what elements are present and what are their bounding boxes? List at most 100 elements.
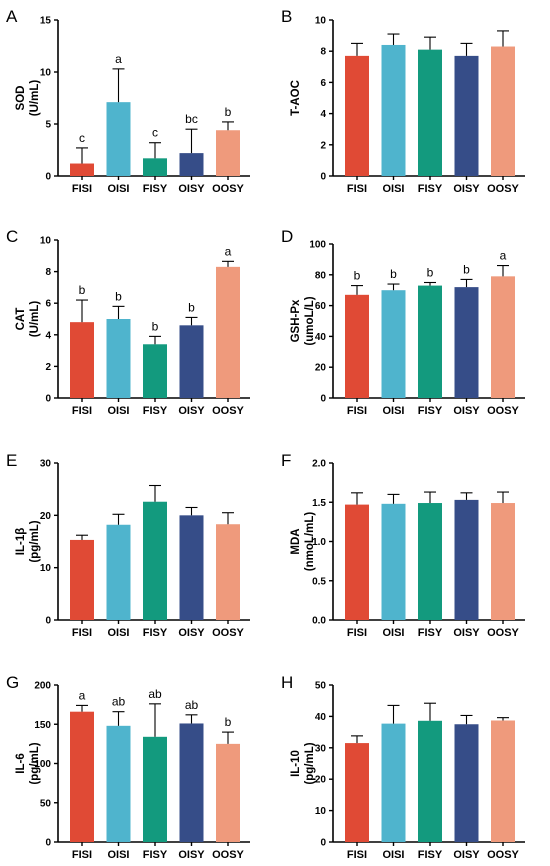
bar-oisi [106,319,131,398]
x-tick-label: FISI [347,183,367,195]
x-tick-label: OOSY [212,405,244,417]
bar-fisy [418,285,442,398]
y-tick-label: 10 [315,806,327,817]
y-axis-title: T-AOC [290,80,302,116]
y-tick-label: 15 [40,16,52,27]
significance-letter: a [115,52,122,66]
bar-oisy [454,499,479,620]
bar-fisi [70,322,94,398]
y-tick-label: 4 [320,109,326,120]
significance-letter: b [225,105,232,119]
y-axis-title: IL-6 (pg/mL) [15,742,41,784]
x-tick-label: FISY [418,405,443,417]
x-tick-label: OOSY [487,405,519,417]
bar-oisi [381,723,406,842]
y-tick-label: 40 [315,332,327,343]
y-tick-label: 10 [40,68,52,79]
x-tick-label: OOSY [212,627,244,639]
bar-oosy [216,524,240,620]
bar-oosy [491,46,515,176]
bar-oisy [454,724,479,842]
significance-letter: ab [148,687,162,701]
y-tick-label: 80 [315,270,327,281]
x-tick-label: OISI [382,183,404,195]
y-tick-label: 8 [320,47,326,58]
x-tick-label: OISI [107,627,129,639]
bar-fisy [143,501,167,620]
y-tick-label: 0.5 [312,576,326,587]
panel-d: D 0 20 40 60 80 100 GSH-Px (umoL/L) b FISI b OISI b FI… [281,227,525,417]
significance-letter: ab [185,698,199,712]
bar-oisy [179,325,204,398]
bar-oisy [454,55,479,176]
y-tick-label: 8 [45,267,51,278]
x-tick-label: FISI [72,183,92,195]
bar-fisi [345,294,369,398]
y-tick-label: 4 [45,330,51,341]
y-axis-title: IL-1β (pg/mL) [15,520,41,562]
x-tick-label: OISI [382,849,404,861]
panel-label: B [281,7,292,26]
panel-f: F 0.0 0.5 1.0 1.5 2.0 MDA (nmoL/mL) FISI OISI FISY… [281,451,525,639]
x-tick-label: FISI [347,849,367,861]
significance-letter: b [463,262,470,276]
bar-oosy [216,130,240,176]
y-tick-label: 150 [34,720,51,731]
bar-oisi [381,503,406,620]
x-tick-label: FISI [72,849,92,861]
x-tick-label: OISY [178,627,205,639]
significance-letter: a [500,249,507,263]
significance-letter: b [79,283,86,297]
y-tick-label: 30 [40,459,52,470]
panel-label: C [6,227,18,246]
bar-oisi [106,102,131,176]
y-tick-label: 2 [45,362,51,373]
x-tick-label: OOSY [487,183,519,195]
y-tick-label: 6 [320,78,326,89]
y-axis-title-line1: GSH-Px [290,299,302,342]
significance-letter: b [427,266,434,280]
bar-fisy [418,49,442,176]
x-tick-label: OISI [382,405,404,417]
bar-oosy [491,503,515,620]
x-tick-label: OISY [453,849,480,861]
y-tick-label: 5 [45,120,51,131]
y-tick-label: 50 [315,681,327,692]
bar-oisy [179,153,204,176]
y-axis-title-line1: IL-1β [15,528,27,555]
y-tick-label: 60 [315,301,327,312]
significance-letter: bc [185,112,198,126]
bar-fisy [143,736,167,842]
y-tick-label: 0 [45,394,51,405]
bar-fisi [345,55,369,176]
bar-fisi [70,711,94,842]
y-tick-label: 0 [45,838,51,849]
y-tick-label: 40 [315,712,327,723]
y-axis-title-line1: T-AOC [290,80,302,116]
y-axis-title: SOD (U/mL) [15,80,41,117]
x-tick-label: FISY [143,849,168,861]
x-tick-label: FISY [143,627,168,639]
significance-letter: b [354,269,361,283]
y-tick-label: 2.0 [312,459,326,470]
y-tick-label: 10 [40,236,52,247]
significance-letter: a [225,244,232,258]
bar-fisy [418,720,442,842]
x-tick-label: FISI [72,627,92,639]
x-tick-label: FISI [347,405,367,417]
bar-fisy [143,158,167,176]
y-axis-title-line1: MDA [290,528,302,554]
x-tick-label: OISI [107,183,129,195]
y-axis-title: MDA (nmoL/mL) [290,512,316,572]
x-tick-label: FISI [347,627,367,639]
panel-g: G 0 50 100 150 200 IL-6 (pg/mL) a FISI ab OISI ab FIS… [6,673,250,861]
panel-label: D [281,227,293,246]
panel-e: E 0 10 20 30 IL-1β (pg/mL) FISI OISI FISY OISY OOSY [6,451,250,639]
significance-letter: b [188,300,195,314]
x-tick-label: OISY [178,183,205,195]
y-axis-title-line2: (pg/mL) [304,742,316,784]
y-axis-title: GSH-Px (umoL/L) [290,296,316,345]
y-tick-label: 0 [45,616,51,627]
panel-label: E [6,451,17,470]
x-tick-label: FISI [72,405,92,417]
